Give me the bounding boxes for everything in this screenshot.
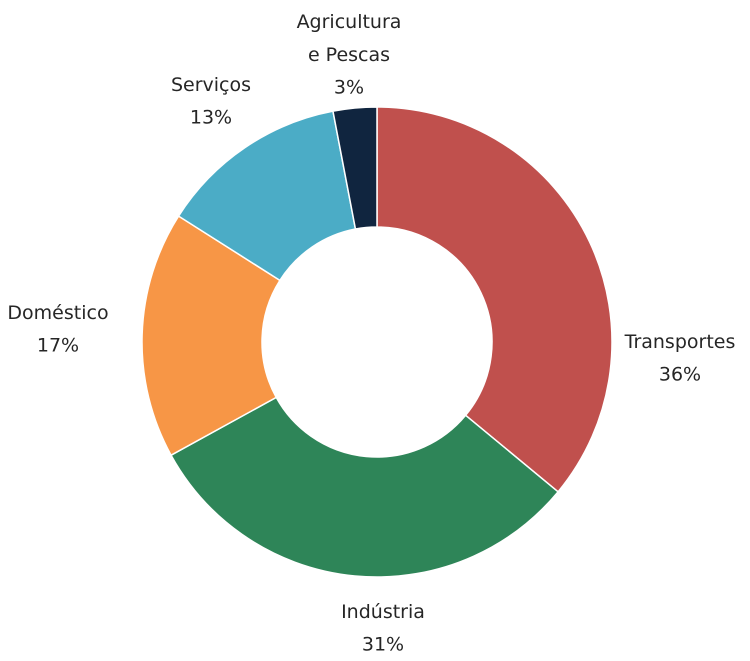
value-label: 13% — [190, 107, 232, 129]
donut-slice — [170, 396, 560, 578]
category-label: Transportes — [624, 331, 736, 353]
value-label: 31% — [362, 634, 404, 656]
category-label: Indústria — [341, 601, 425, 623]
category-label: Doméstico — [7, 302, 108, 324]
donut-slice — [141, 215, 281, 457]
category-label: Serviços — [171, 74, 251, 96]
value-label: 17% — [37, 335, 79, 357]
donut-slice — [177, 110, 357, 282]
category-label: Agricultura e Pescas — [297, 11, 402, 66]
value-label: 36% — [659, 364, 701, 386]
donut-slice — [332, 106, 378, 230]
donut-slice — [376, 106, 613, 493]
value-label: 3% — [334, 77, 364, 99]
